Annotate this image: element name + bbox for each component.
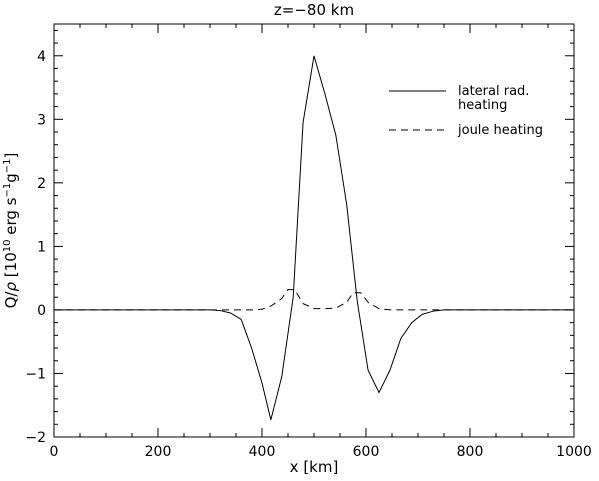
legend-lateral-rad-heating-label: heating [458, 98, 507, 113]
axis-ticks [53, 24, 575, 438]
legend-joule-heating-label: joule heating [457, 123, 543, 138]
y-tick-label: 4 [37, 49, 46, 65]
x-tick-label: 0 [50, 444, 59, 460]
y-tick-label: 0 [37, 303, 46, 319]
x-tick-label: 400 [249, 444, 276, 460]
y-label-prefix: Q/ [2, 291, 20, 309]
x-tick-label: 800 [457, 444, 484, 460]
y-label-exp-s: −1 [2, 183, 13, 198]
y-axis-label: Q/ρ [1010 erg s−1g−1] [2, 153, 20, 309]
series-line-lateral-rad-heating [54, 55, 574, 420]
x-tick-label: 600 [353, 444, 380, 460]
y-tick-label: 3 [37, 112, 46, 128]
y-tick-label: −2 [25, 430, 46, 446]
tick-labels: 0 200 400 600 800 1000 −2 −1 0 1 2 3 4 [25, 49, 591, 460]
y-label-exp-g: −1 [2, 158, 13, 173]
x-tick-label: 1000 [556, 444, 592, 460]
series-lines [54, 55, 574, 420]
y-label-g: g [2, 173, 20, 183]
y-tick-label: 2 [37, 176, 46, 192]
y-tick-label: −1 [25, 366, 46, 382]
y-label-close: ] [2, 153, 20, 159]
x-tick-label: 200 [145, 444, 172, 460]
y-label-mid: erg s [2, 197, 20, 239]
chart-title: z=−80 km [274, 1, 354, 19]
legend: lateral rad.heating joule heating [389, 84, 543, 138]
x-axis-label: x [km] [290, 458, 339, 476]
series-line-joule-heating [54, 289, 574, 311]
y-tick-label: 1 [37, 239, 46, 255]
legend-lateral-rad-heating-label: lateral rad. [458, 84, 529, 99]
y-label-exp10: 10 [2, 240, 13, 253]
y-label-rho: ρ [2, 282, 20, 292]
y-label-open: [10 [2, 252, 20, 282]
